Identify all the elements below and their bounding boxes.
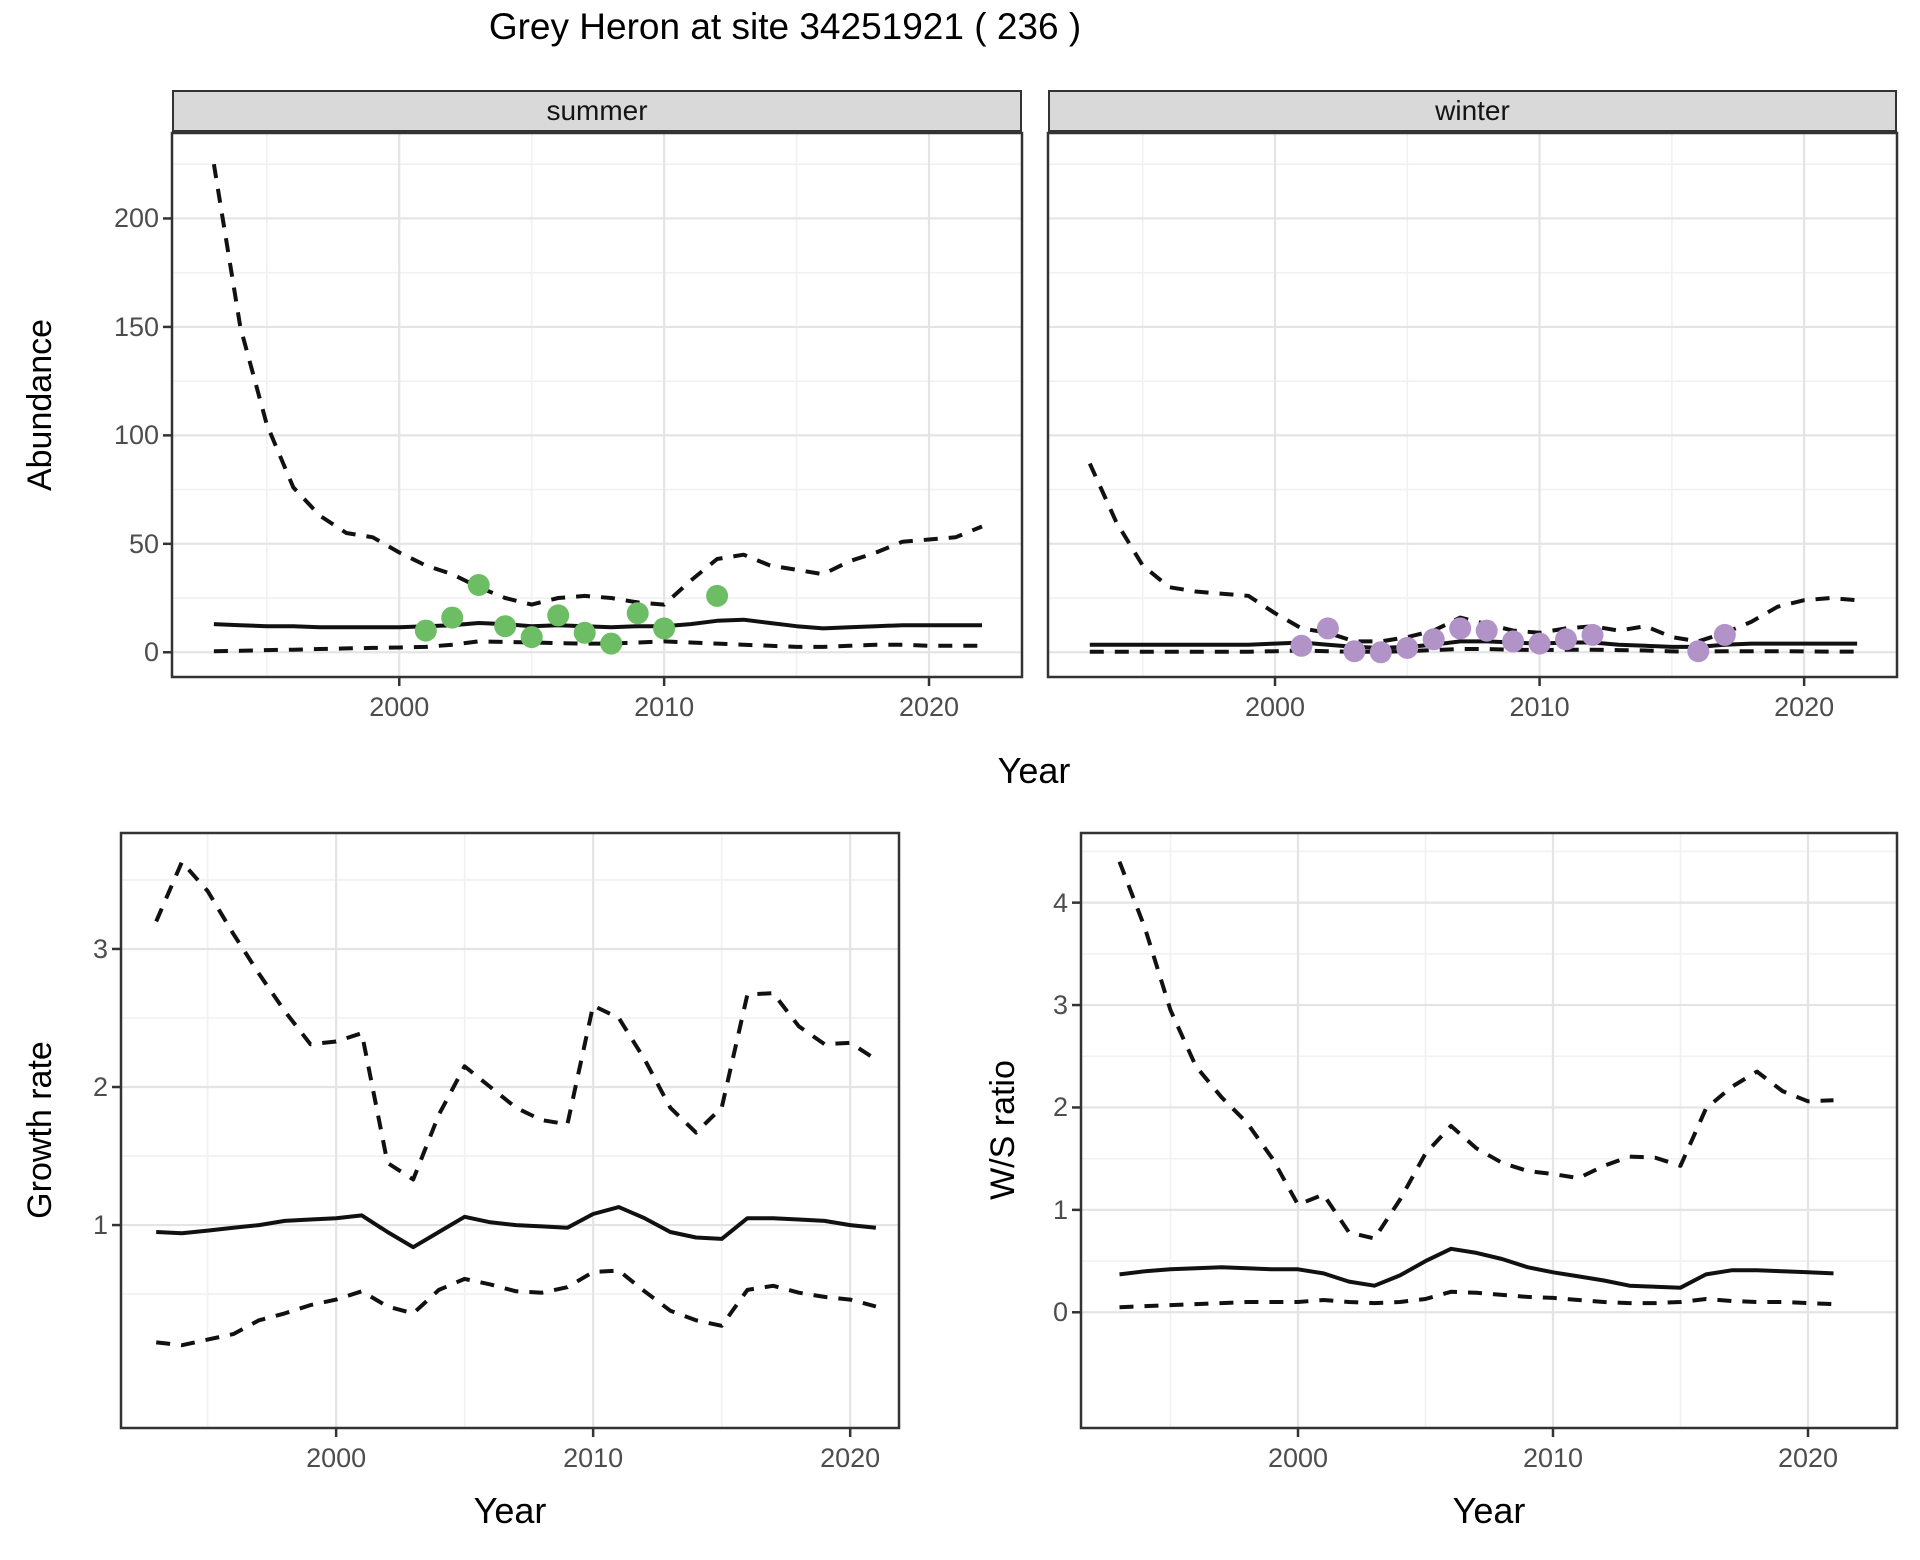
abundance-winter-panel-background (1048, 133, 1897, 677)
y-tick-label: 0 (143, 637, 159, 668)
panel-growth-rate (112, 831, 901, 1437)
x-axis-title-growth-year: Year (473, 1490, 547, 1531)
ws-ratio-panel-border (1079, 831, 1899, 1430)
plot-title: Grey Heron at site 34251921 ( 236 ) (488, 6, 1082, 47)
abundance-summer-observed-point (600, 632, 623, 655)
abundance-summer-median-line (213, 617, 982, 631)
growth-rate-panel-background (121, 833, 899, 1428)
abundance-winter-observed-point (1290, 634, 1313, 657)
x-tick-label: 2000 (1267, 1443, 1329, 1473)
x-tick-label: 2000 (369, 692, 430, 722)
panel-abundance-summer (163, 131, 1024, 686)
abundance-winter-observed-point (1555, 628, 1577, 651)
abundance-summer-observed-point (706, 584, 729, 607)
growth-rate-median-line (156, 1205, 877, 1250)
x-tick-label: 2020 (820, 1443, 881, 1473)
y-tick-label: 4 (1052, 887, 1068, 918)
x-axis-title-top-year: Year (997, 750, 1071, 791)
y-tick-label: 2 (1052, 1092, 1068, 1123)
abundance-winter-panel-border (1046, 131, 1899, 679)
abundance-winter-observed-point (1316, 617, 1339, 640)
y-tick-label: 150 (113, 311, 159, 342)
abundance-winter-observed-point (1369, 641, 1392, 664)
abundance-winter-observed-point (1581, 623, 1604, 646)
growth-rate-panel-border (119, 831, 901, 1430)
x-tick-label: 2000 (1244, 692, 1306, 722)
abundance-winter-observed-point (1713, 623, 1736, 646)
abundance-summer-observed-point (414, 619, 437, 642)
y-tick-label: 0 (1052, 1297, 1068, 1328)
growth-rate-upper-95ci-line (154, 860, 877, 1182)
abundance-summer-upper-95ci-line (211, 163, 983, 607)
x-tick-label: 2010 (1509, 692, 1570, 722)
ws-ratio-panel-background (1081, 833, 1897, 1428)
panel-abundance-winter (1046, 131, 1899, 686)
ws-ratio-upper-95ci-line (1117, 860, 1834, 1241)
x-tick-label: 2020 (898, 692, 960, 722)
facet-strip-summer: summer (172, 90, 1022, 133)
y-tick-label: 100 (113, 420, 159, 451)
abundance-summer-observed-point (520, 626, 543, 649)
abundance-winter-observed-point (1687, 640, 1710, 663)
x-tick-label: 2010 (634, 692, 695, 722)
facet-strip-summer-label: summer (546, 95, 648, 126)
facet-strip-winter-label: winter (1435, 95, 1510, 126)
abundance-summer-panel-background (172, 133, 1022, 677)
y-tick-label: 50 (128, 528, 159, 559)
abundance-winter-observed-point (1343, 640, 1366, 663)
growth-rate-lower-95ci-line (155, 1268, 877, 1348)
abundance-winter-observed-point (1422, 628, 1445, 651)
abundance-summer-observed-point (441, 606, 464, 629)
abundance-winter-observed-point (1475, 619, 1498, 642)
ws-ratio-lower-95ci-line (1119, 1289, 1834, 1310)
abundance-winter-observed-point (1396, 636, 1419, 659)
abundance-winter-observed-point (1528, 632, 1551, 655)
abundance-summer-observed-point (547, 604, 570, 627)
x-tick-label: 2020 (1774, 692, 1835, 722)
abundance-summer-observed-point (626, 602, 649, 625)
abundance-summer-lower-95ci-line (213, 639, 982, 654)
abundance-summer-observed-point (467, 574, 490, 596)
abundance-winter-lower-95ci-line (1089, 647, 1858, 654)
abundance-summer-observed-point (494, 615, 517, 638)
abundance-summer-observed-point (653, 617, 676, 640)
panel-ws-ratio (1072, 831, 1899, 1437)
x-tick-label: 2010 (563, 1443, 624, 1473)
abundance-winter-observed-point (1449, 617, 1472, 640)
x-tick-label: 2000 (306, 1443, 367, 1473)
y-tick-label: 3 (92, 933, 108, 964)
ws-ratio-median-line (1119, 1246, 1834, 1290)
y-tick-label: 200 (113, 203, 159, 234)
y-tick-label: 2 (92, 1072, 108, 1102)
y-tick-label: 1 (1052, 1194, 1068, 1225)
y-tick-label: 3 (1052, 990, 1068, 1021)
abundance-winter-observed-point (1502, 630, 1525, 653)
x-tick-label: 2020 (1777, 1443, 1839, 1473)
facet-strip-winter: winter (1048, 90, 1897, 133)
x-axis-title-ws-year: Year (1452, 1490, 1526, 1531)
y-tick-label: 1 (92, 1210, 108, 1241)
x-tick-label: 2010 (1522, 1443, 1584, 1473)
abundance-summer-panel-border (170, 131, 1024, 679)
abundance-summer-observed-point (573, 621, 596, 644)
